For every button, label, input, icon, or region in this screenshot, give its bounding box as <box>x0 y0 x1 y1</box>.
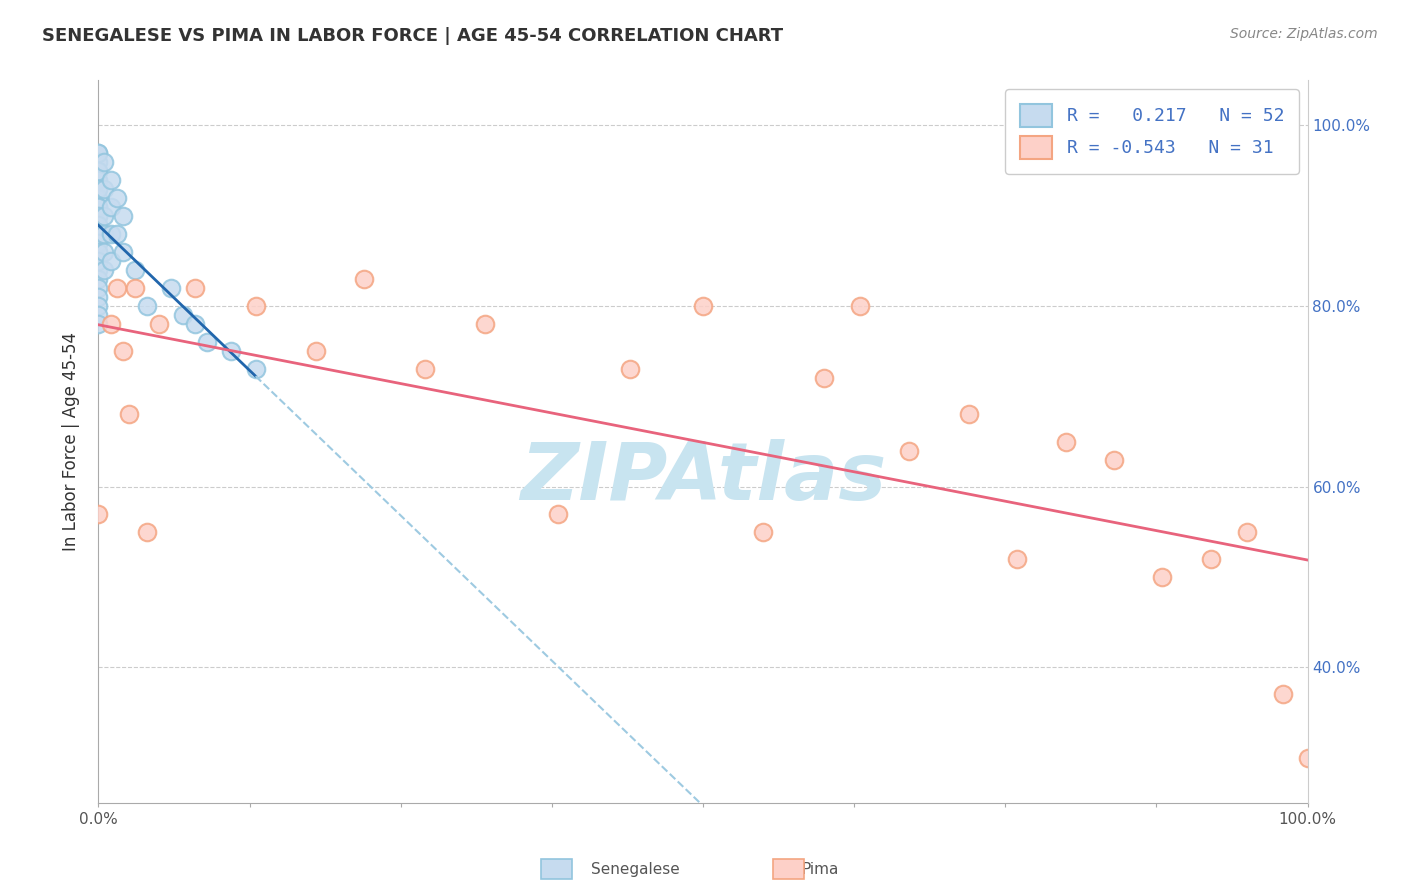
Point <box>93 181 115 195</box>
Point <box>813 371 835 385</box>
Point <box>305 344 328 359</box>
Point <box>87 154 110 169</box>
Point <box>93 227 115 241</box>
Point <box>124 263 146 277</box>
Point <box>93 244 115 259</box>
Point <box>1199 552 1222 566</box>
Point <box>87 263 110 277</box>
Point <box>87 317 110 331</box>
Point <box>111 209 134 223</box>
Point <box>87 227 110 241</box>
Point <box>221 344 243 359</box>
Point <box>172 308 194 322</box>
Point <box>87 244 110 259</box>
Point <box>752 524 775 539</box>
Point <box>195 335 218 350</box>
Point <box>87 163 110 178</box>
Point <box>245 362 267 376</box>
Point <box>1236 524 1258 539</box>
Text: Pima: Pima <box>801 863 839 877</box>
Point <box>135 299 157 313</box>
Point <box>87 218 110 232</box>
Point <box>111 344 134 359</box>
Point <box>413 362 436 376</box>
Point <box>1007 552 1029 566</box>
Point <box>87 191 110 205</box>
Point <box>87 145 110 160</box>
Point <box>148 317 170 331</box>
Point <box>87 281 110 295</box>
Point <box>87 145 110 160</box>
Point <box>93 263 115 277</box>
Point <box>105 281 128 295</box>
Point <box>1272 687 1295 701</box>
Point <box>160 281 183 295</box>
Point <box>897 443 920 458</box>
Point <box>87 507 110 521</box>
Point <box>87 163 110 178</box>
Legend: R =   0.217   N = 52, R = -0.543   N = 31: R = 0.217 N = 52, R = -0.543 N = 31 <box>1005 89 1299 174</box>
Point <box>619 362 641 376</box>
Point <box>87 172 110 186</box>
Point <box>124 281 146 295</box>
Point <box>87 200 110 214</box>
Point <box>87 209 110 223</box>
Point <box>100 172 122 186</box>
Point <box>87 308 110 322</box>
Point <box>1054 434 1077 449</box>
Point <box>87 200 110 214</box>
Point <box>100 200 122 214</box>
Point <box>105 227 128 241</box>
Text: Senegalese: Senegalese <box>591 863 679 877</box>
Point <box>100 254 122 268</box>
Point <box>87 272 110 286</box>
Point <box>957 408 980 422</box>
Point <box>1152 570 1174 584</box>
Point <box>93 209 115 223</box>
Text: ZIPAtlas: ZIPAtlas <box>520 439 886 516</box>
Point <box>135 524 157 539</box>
Text: Source: ZipAtlas.com: Source: ZipAtlas.com <box>1230 27 1378 41</box>
Point <box>1102 452 1125 467</box>
Point <box>87 235 110 250</box>
Point <box>93 154 115 169</box>
Point <box>100 317 122 331</box>
Point <box>87 235 110 250</box>
Point <box>87 290 110 304</box>
Point <box>111 244 134 259</box>
Point <box>87 181 110 195</box>
Point <box>87 218 110 232</box>
Point <box>105 191 128 205</box>
Point <box>87 244 110 259</box>
Point <box>474 317 496 331</box>
Point <box>245 299 267 313</box>
Point <box>87 299 110 313</box>
Point <box>87 227 110 241</box>
Point <box>87 254 110 268</box>
Point <box>1296 750 1319 764</box>
Point <box>100 227 122 241</box>
Text: SENEGALESE VS PIMA IN LABOR FORCE | AGE 45-54 CORRELATION CHART: SENEGALESE VS PIMA IN LABOR FORCE | AGE … <box>42 27 783 45</box>
Point <box>87 209 110 223</box>
Point <box>87 254 110 268</box>
Point <box>692 299 714 313</box>
Point <box>87 181 110 195</box>
Point <box>184 317 207 331</box>
Y-axis label: In Labor Force | Age 45-54: In Labor Force | Age 45-54 <box>62 332 80 551</box>
Point <box>849 299 872 313</box>
Point <box>118 408 141 422</box>
Point <box>547 507 569 521</box>
Point <box>184 281 207 295</box>
Point <box>353 272 375 286</box>
